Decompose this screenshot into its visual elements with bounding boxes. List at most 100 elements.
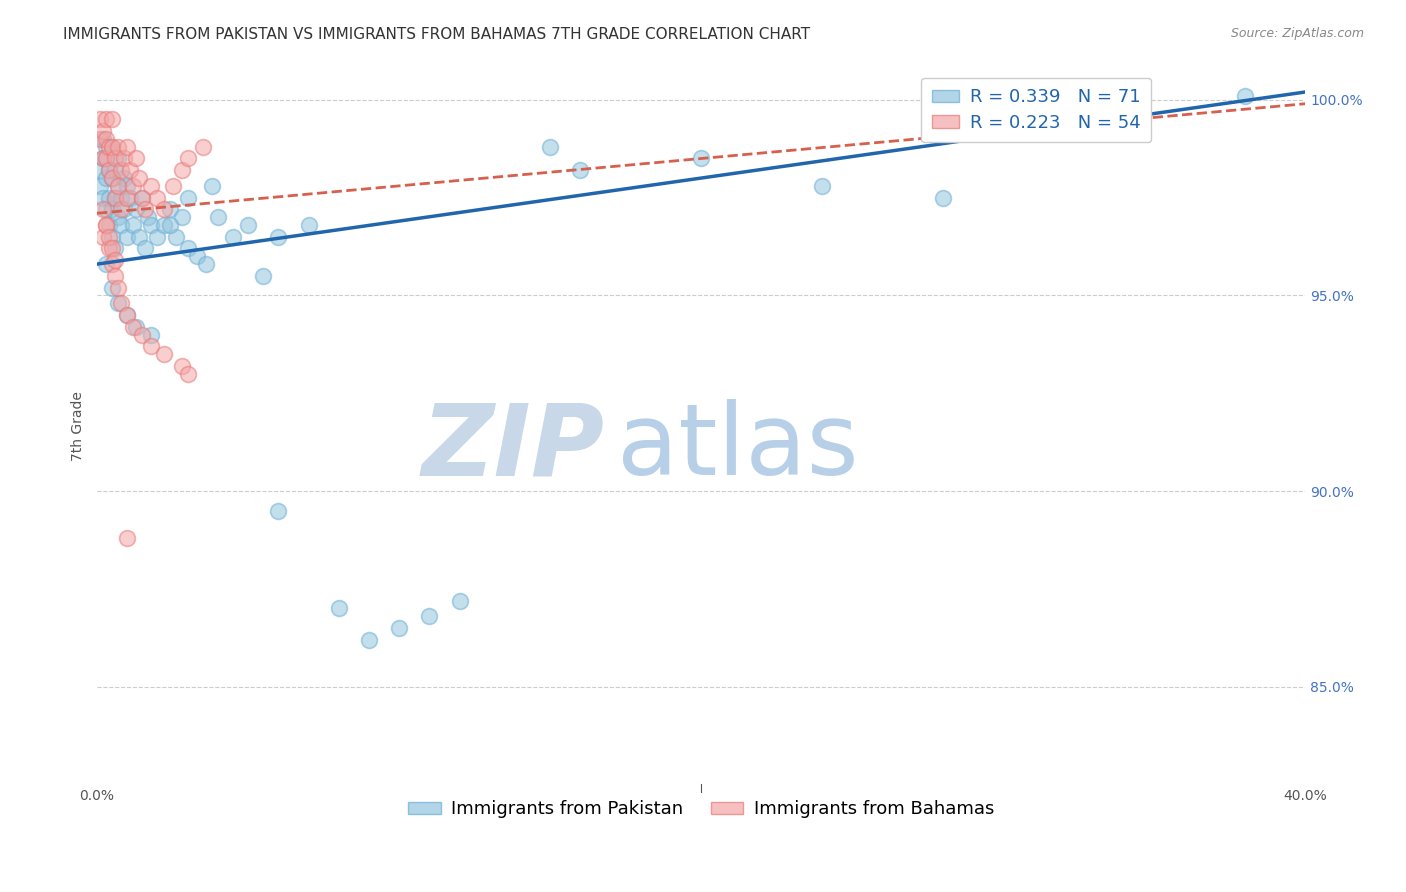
Point	[538, 140, 561, 154]
Point	[104, 191, 127, 205]
Point	[267, 503, 290, 517]
Point	[104, 152, 127, 166]
Point	[125, 202, 148, 217]
Point	[101, 140, 124, 154]
Point	[104, 163, 127, 178]
Point	[131, 191, 153, 205]
Point	[89, 178, 111, 193]
Point	[98, 242, 121, 256]
Point	[146, 229, 169, 244]
Point	[159, 218, 181, 232]
Point	[89, 163, 111, 178]
Point	[122, 319, 145, 334]
Point	[122, 178, 145, 193]
Point	[201, 178, 224, 193]
Point	[176, 367, 198, 381]
Point	[162, 178, 184, 193]
Point	[690, 152, 713, 166]
Point	[328, 601, 350, 615]
Point	[170, 163, 193, 178]
Point	[91, 132, 114, 146]
Point	[91, 191, 114, 205]
Point	[141, 339, 163, 353]
Point	[152, 218, 174, 232]
Point	[191, 140, 214, 154]
Point	[110, 218, 132, 232]
Point	[94, 152, 117, 166]
Point	[101, 171, 124, 186]
Point	[91, 229, 114, 244]
Point	[297, 218, 319, 232]
Point	[152, 202, 174, 217]
Point	[146, 191, 169, 205]
Point	[94, 202, 117, 217]
Point	[91, 152, 114, 166]
Point	[170, 210, 193, 224]
Point	[112, 152, 135, 166]
Point	[388, 621, 411, 635]
Point	[94, 112, 117, 127]
Point	[117, 308, 139, 322]
Point	[932, 191, 955, 205]
Point	[176, 152, 198, 166]
Point	[101, 140, 124, 154]
Point	[252, 268, 274, 283]
Point	[112, 202, 135, 217]
Point	[186, 249, 208, 263]
Point	[94, 152, 117, 166]
Point	[134, 242, 156, 256]
Point	[101, 280, 124, 294]
Point	[811, 178, 834, 193]
Point	[89, 132, 111, 146]
Point	[170, 359, 193, 373]
Point	[94, 218, 117, 232]
Text: IMMIGRANTS FROM PAKISTAN VS IMMIGRANTS FROM BAHAMAS 7TH GRADE CORRELATION CHART: IMMIGRANTS FROM PAKISTAN VS IMMIGRANTS F…	[63, 27, 810, 42]
Point	[120, 163, 142, 178]
Point	[194, 257, 217, 271]
Point	[98, 229, 121, 244]
Point	[110, 191, 132, 205]
Point	[176, 191, 198, 205]
Point	[107, 296, 129, 310]
Point	[98, 163, 121, 178]
Point	[101, 229, 124, 244]
Point	[117, 178, 139, 193]
Point	[104, 253, 127, 268]
Point	[222, 229, 245, 244]
Point	[107, 178, 129, 193]
Point	[89, 112, 111, 127]
Point	[94, 171, 117, 186]
Point	[101, 242, 124, 256]
Point	[418, 609, 440, 624]
Text: atlas: atlas	[617, 400, 858, 497]
Point	[117, 308, 139, 322]
Point	[207, 210, 229, 224]
Point	[104, 191, 127, 205]
Point	[104, 242, 127, 256]
Point	[98, 163, 121, 178]
Point	[569, 163, 592, 178]
Point	[134, 202, 156, 217]
Point	[131, 191, 153, 205]
Point	[152, 347, 174, 361]
Point	[128, 229, 150, 244]
Point	[101, 112, 124, 127]
Legend: Immigrants from Pakistan, Immigrants from Bahamas: Immigrants from Pakistan, Immigrants fro…	[401, 793, 1001, 825]
Point	[94, 257, 117, 271]
Point	[94, 140, 117, 154]
Point	[101, 202, 124, 217]
Point	[98, 191, 121, 205]
Point	[110, 202, 132, 217]
Point	[122, 218, 145, 232]
Point	[107, 140, 129, 154]
Text: ZIP: ZIP	[422, 400, 605, 497]
Point	[117, 191, 139, 205]
Point	[159, 202, 181, 217]
Point	[117, 531, 139, 545]
Text: Source: ZipAtlas.com: Source: ZipAtlas.com	[1230, 27, 1364, 40]
Y-axis label: 7th Grade: 7th Grade	[72, 392, 86, 461]
Point	[117, 229, 139, 244]
Point	[176, 242, 198, 256]
Point	[117, 140, 139, 154]
Point	[104, 268, 127, 283]
